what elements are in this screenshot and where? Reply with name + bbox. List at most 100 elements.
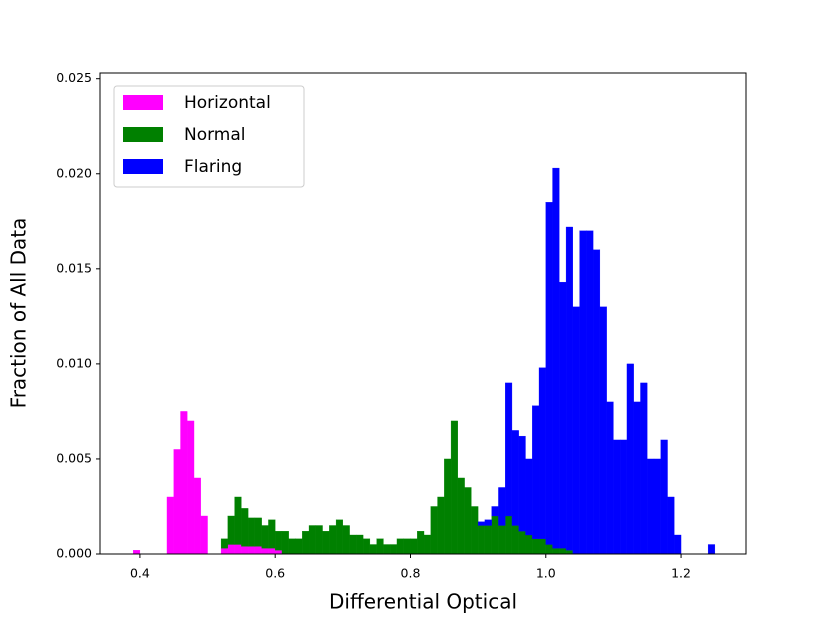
bar xyxy=(471,506,479,555)
bar xyxy=(241,546,249,555)
bar xyxy=(498,487,506,526)
bar xyxy=(383,544,391,555)
bar xyxy=(552,548,560,555)
bar xyxy=(200,515,208,555)
bar xyxy=(254,517,262,547)
bar xyxy=(565,550,573,555)
y-tick-label: 0.020 xyxy=(56,165,92,180)
y-tick-label: 0.005 xyxy=(56,450,92,465)
legend-label: Normal xyxy=(184,125,246,145)
bar xyxy=(491,506,499,517)
bar xyxy=(606,401,614,555)
bar xyxy=(220,548,228,555)
bar xyxy=(261,525,269,549)
x-tick-label: 0.4 xyxy=(130,566,150,581)
bar xyxy=(484,525,492,555)
bar xyxy=(247,517,256,547)
bar xyxy=(484,519,492,526)
x-tick-label: 0.6 xyxy=(265,566,285,581)
legend-swatch xyxy=(123,159,163,174)
bar xyxy=(423,534,431,555)
bar xyxy=(518,531,526,555)
bar xyxy=(322,531,330,555)
bar xyxy=(261,548,269,555)
legend-label: Flaring xyxy=(184,157,242,177)
bar xyxy=(430,506,438,555)
bar xyxy=(234,544,242,555)
bar xyxy=(390,544,398,555)
bar xyxy=(586,230,594,555)
bar xyxy=(640,382,648,555)
bar xyxy=(525,534,533,555)
bar xyxy=(674,534,682,555)
bar xyxy=(335,519,343,555)
bar xyxy=(532,405,540,539)
bar xyxy=(559,548,567,555)
x-tick-label: 1.2 xyxy=(671,566,691,581)
bar xyxy=(369,544,377,555)
bar xyxy=(477,525,486,555)
bar xyxy=(565,226,573,551)
bar xyxy=(227,544,235,555)
bar xyxy=(241,508,249,547)
bar xyxy=(579,230,587,555)
bar xyxy=(660,439,668,555)
bar xyxy=(538,538,546,555)
y-tick-label: 0.000 xyxy=(56,546,92,561)
y-tick-label: 0.025 xyxy=(56,70,92,85)
x-tick-label: 0.8 xyxy=(401,566,421,581)
bar xyxy=(707,544,716,555)
bar xyxy=(457,477,465,555)
bar xyxy=(545,202,553,545)
bar xyxy=(247,546,256,555)
bar xyxy=(538,367,546,539)
bar xyxy=(532,538,540,555)
bar xyxy=(491,515,499,555)
x-tick-label: 1.0 xyxy=(536,566,556,581)
bar xyxy=(511,525,519,555)
bar xyxy=(187,420,195,555)
bar xyxy=(505,515,513,555)
bar xyxy=(653,458,661,555)
bar xyxy=(437,496,445,555)
bar xyxy=(667,496,675,555)
bar xyxy=(342,525,350,555)
bar xyxy=(288,538,296,555)
bar xyxy=(254,546,262,555)
bar xyxy=(302,531,310,555)
bar xyxy=(450,420,458,555)
bar xyxy=(281,531,289,555)
bar xyxy=(308,525,316,555)
bar xyxy=(525,458,533,536)
bar xyxy=(477,521,486,526)
bar xyxy=(180,411,188,555)
bar xyxy=(410,538,418,555)
bar xyxy=(633,401,641,555)
bar xyxy=(444,458,452,555)
bar xyxy=(173,449,181,555)
bar xyxy=(349,534,357,555)
legend-label: Horizontal xyxy=(184,93,271,113)
bar xyxy=(234,496,242,545)
bar xyxy=(295,538,303,555)
plot-frame xyxy=(99,72,747,555)
bar xyxy=(268,519,276,549)
bar xyxy=(572,306,580,555)
y-tick-label: 0.015 xyxy=(56,260,92,275)
bar xyxy=(220,538,228,549)
bar xyxy=(552,167,560,549)
bar xyxy=(275,531,283,551)
legend-swatch xyxy=(123,95,163,110)
bar xyxy=(132,550,141,555)
bar xyxy=(464,487,472,555)
bar xyxy=(505,382,513,517)
bar xyxy=(193,477,201,555)
bar xyxy=(227,515,235,545)
bar xyxy=(647,458,655,555)
bar xyxy=(403,538,411,555)
bar xyxy=(620,439,628,555)
bar xyxy=(356,534,364,555)
bar xyxy=(376,538,384,555)
y-tick-label: 0.010 xyxy=(56,355,92,370)
x-axis-label: Differential Optical xyxy=(329,590,517,614)
